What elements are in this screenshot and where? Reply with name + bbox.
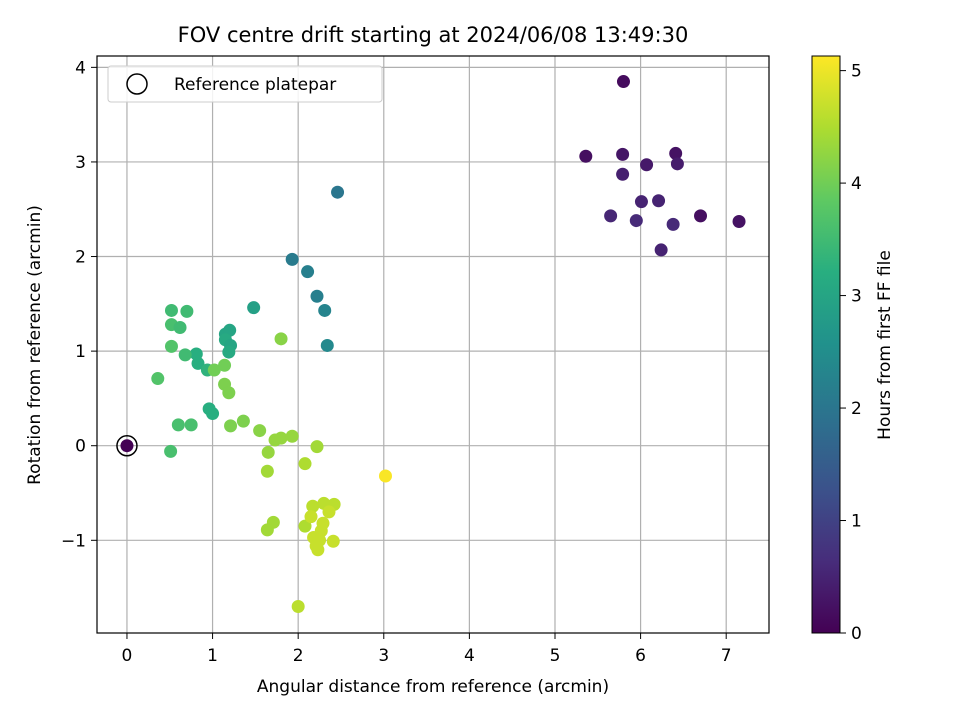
y-tick-label: −1 bbox=[61, 531, 86, 551]
data-point bbox=[301, 265, 315, 279]
data-point bbox=[171, 418, 185, 432]
data-point bbox=[579, 149, 593, 163]
data-point bbox=[164, 339, 178, 353]
data-point bbox=[732, 215, 746, 229]
data-point bbox=[274, 431, 288, 445]
data-point bbox=[285, 429, 299, 443]
data-point bbox=[654, 243, 668, 257]
colorbar-tick-label: 1 bbox=[851, 512, 862, 532]
data-point bbox=[652, 194, 666, 208]
data-point bbox=[669, 146, 683, 160]
data-point bbox=[694, 209, 708, 223]
colorbar-tick-label: 2 bbox=[851, 399, 862, 419]
data-point bbox=[178, 348, 192, 362]
data-point bbox=[318, 303, 332, 317]
data-point bbox=[310, 289, 324, 303]
colorbar-label: Hours from first FF file bbox=[875, 250, 895, 440]
reference-point bbox=[120, 439, 134, 453]
scatter-points bbox=[151, 75, 746, 614]
y-tick-label: 3 bbox=[75, 153, 86, 173]
y-tick-label: 0 bbox=[75, 437, 86, 457]
data-point bbox=[247, 301, 261, 315]
data-point bbox=[666, 217, 680, 231]
y-axis-ticks: −1 0 1 2 3 4 bbox=[61, 58, 97, 551]
data-point bbox=[151, 372, 165, 386]
legend: Reference platepar bbox=[107, 65, 383, 103]
grid-lines bbox=[97, 56, 769, 633]
data-point bbox=[253, 424, 267, 438]
colorbar-tick-label: 5 bbox=[851, 62, 862, 82]
data-point bbox=[310, 440, 324, 454]
x-axis-label: Angular distance from reference (arcmin) bbox=[257, 677, 609, 697]
data-point bbox=[261, 445, 275, 459]
data-point bbox=[616, 167, 630, 181]
data-point bbox=[260, 523, 274, 537]
x-tick-label: 1 bbox=[207, 646, 218, 666]
data-point bbox=[206, 407, 220, 421]
data-point bbox=[164, 444, 178, 458]
data-point bbox=[304, 510, 318, 524]
data-point bbox=[634, 195, 648, 209]
y-axis-label: Rotation from reference (arcmin) bbox=[25, 205, 45, 485]
data-point bbox=[236, 414, 250, 428]
data-point bbox=[191, 356, 205, 370]
colorbar-gradient bbox=[811, 55, 841, 634]
reference-marker bbox=[116, 434, 138, 457]
reference-ring bbox=[116, 434, 138, 457]
data-point bbox=[616, 75, 630, 89]
legend-label: Reference platepar bbox=[174, 75, 336, 95]
data-point bbox=[640, 158, 654, 172]
data-point bbox=[260, 464, 274, 478]
y-tick-label: 4 bbox=[75, 58, 86, 78]
data-point bbox=[218, 358, 232, 372]
colorbar-tick-label: 3 bbox=[851, 287, 862, 307]
data-point bbox=[285, 252, 299, 266]
x-axis-ticks: 0 1 2 3 4 5 6 7 bbox=[122, 633, 732, 666]
y-tick-label: 2 bbox=[75, 248, 86, 268]
data-point bbox=[173, 320, 187, 334]
data-point bbox=[164, 303, 178, 317]
colorbar: 0 1 2 3 4 5 Hours from first FF file bbox=[811, 55, 895, 644]
x-tick-label: 2 bbox=[293, 646, 304, 666]
data-point bbox=[274, 332, 288, 346]
data-point bbox=[331, 185, 345, 199]
data-point bbox=[306, 499, 320, 513]
chart-title: FOV centre drift starting at 2024/06/08 … bbox=[178, 23, 689, 47]
x-tick-label: 0 bbox=[122, 646, 133, 666]
y-tick-label: 1 bbox=[75, 342, 86, 362]
data-point bbox=[629, 214, 643, 228]
data-point bbox=[378, 469, 392, 483]
colorbar-tick-label: 0 bbox=[851, 624, 862, 644]
data-point bbox=[298, 457, 312, 471]
data-point bbox=[298, 519, 312, 533]
data-point bbox=[222, 345, 236, 359]
x-tick-label: 5 bbox=[550, 646, 561, 666]
legend-box bbox=[107, 65, 383, 103]
colorbar-tick-label: 4 bbox=[851, 174, 862, 194]
x-tick-label: 6 bbox=[635, 646, 646, 666]
data-point bbox=[670, 157, 684, 171]
data-point bbox=[326, 534, 340, 548]
data-point bbox=[320, 338, 334, 352]
data-point bbox=[184, 418, 198, 432]
data-point bbox=[207, 363, 221, 377]
data-point bbox=[291, 600, 305, 614]
data-point bbox=[322, 505, 336, 519]
plot-frame bbox=[96, 55, 770, 634]
x-tick-label: 7 bbox=[721, 646, 732, 666]
x-tick-label: 4 bbox=[464, 646, 475, 666]
data-point bbox=[616, 147, 630, 161]
data-point bbox=[222, 386, 236, 400]
data-point bbox=[224, 419, 238, 433]
data-point bbox=[311, 543, 325, 557]
data-point bbox=[180, 304, 194, 318]
legend-marker bbox=[126, 73, 148, 95]
colorbar-ticks: 0 1 2 3 4 5 bbox=[840, 62, 862, 644]
x-tick-label: 3 bbox=[378, 646, 389, 666]
data-point bbox=[604, 209, 618, 223]
